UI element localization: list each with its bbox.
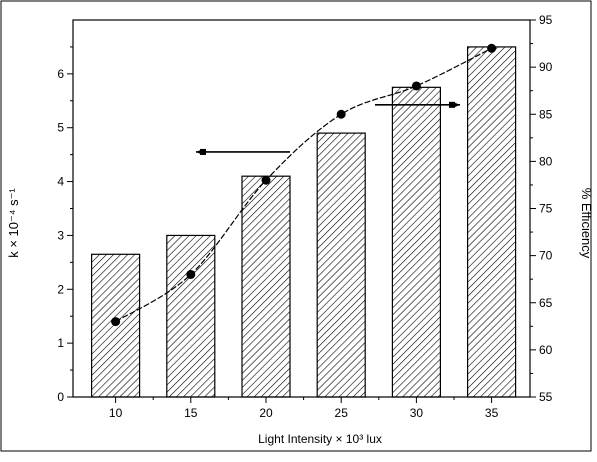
y-right-tick-label: 80: [539, 154, 553, 168]
y-left-tick-label: 6: [57, 67, 64, 81]
bars-group: [90, 46, 517, 398]
y-left-tick-label: 5: [57, 121, 64, 135]
efficiency-line-group: [111, 43, 497, 327]
efficiency-point: [111, 317, 121, 327]
plot-frame: [72, 19, 531, 398]
x-tick-label: 20: [259, 406, 273, 420]
y-left-tick-label: 3: [57, 228, 64, 242]
efficiency-point: [186, 269, 196, 279]
efficiency-point: [487, 43, 497, 53]
axes-group: 0 1 2 3 4 5 6 55 60 65 70 75 80 85 90 95 10 15 20 25 30 35: [57, 13, 552, 420]
y-right-tick-label: 65: [539, 296, 553, 310]
bar: [316, 132, 366, 398]
y-right-tick-label: 60: [539, 343, 553, 357]
x-tick-label: 25: [335, 406, 349, 420]
y-right-tick-label: 75: [539, 202, 553, 216]
x-tick-label: 35: [485, 406, 499, 420]
y-right-tick-label: 90: [539, 60, 553, 74]
y-left-tick-label: 1: [57, 336, 64, 350]
y-axis-right-label: % Efficiency: [579, 188, 594, 259]
bar: [166, 234, 216, 398]
figure-border: [0, 0, 592, 452]
efficiency-point: [336, 109, 346, 119]
efficiency-point: [261, 175, 271, 185]
y-left-tick-label: 0: [57, 390, 64, 404]
y-right-tick-label: 85: [539, 107, 553, 121]
y-right-tick-label: 70: [539, 249, 553, 263]
right-axis-arrow-head: [453, 101, 460, 108]
axis-indicator-arrows: [196, 101, 460, 155]
y-left-tick-label: 2: [57, 282, 64, 296]
x-axis-label: Light Intensity × 10³ lux: [258, 432, 382, 446]
y-right-tick-label: 55: [539, 390, 553, 404]
bar: [241, 175, 291, 398]
bar: [391, 86, 441, 398]
x-tick-label: 10: [109, 406, 123, 420]
efficiency-point: [411, 81, 421, 91]
left-axis-arrow-head: [196, 148, 203, 155]
bar: [467, 46, 517, 398]
right-axis-arrow-marker: [449, 101, 455, 108]
y-left-tick-label: 4: [57, 175, 64, 189]
y-right-tick-label: 95: [539, 13, 553, 27]
y-axis-left-label: k × 10⁻⁴ s⁻¹: [6, 188, 21, 258]
x-tick-label: 15: [184, 406, 198, 420]
x-tick-label: 30: [410, 406, 424, 420]
